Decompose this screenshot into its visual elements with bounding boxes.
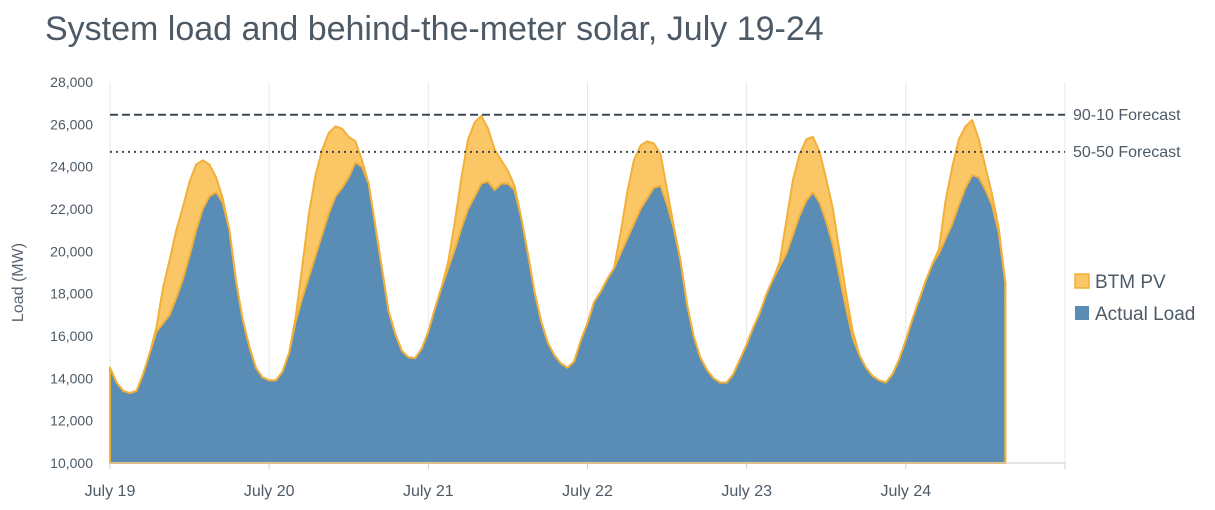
y-tick-label: 16,000: [50, 328, 93, 344]
x-tick-label: July 23: [721, 483, 772, 500]
plot-area: [109, 114, 1007, 464]
y-axis-label: Load (MW): [10, 243, 27, 322]
legend-label-btm-pv: BTM PV: [1095, 272, 1166, 293]
legend-swatch-actual-load: [1075, 306, 1089, 320]
axes: [109, 462, 1066, 469]
legend-label-actual-load: Actual Load: [1095, 304, 1195, 325]
x-tick-label: July 24: [880, 483, 931, 500]
legend: BTM PV Actual Load: [1074, 272, 1195, 325]
y-tick-label: 12,000: [50, 413, 93, 429]
x-tick-label: July 22: [562, 483, 613, 500]
series-actual-load-area: [109, 161, 1007, 464]
y-tick-label: 10,000: [50, 455, 93, 471]
y-tick-label: 14,000: [50, 370, 93, 386]
x-tick-label: July 21: [403, 483, 454, 500]
chart-title: System load and behind-the-meter solar, …: [45, 10, 824, 48]
x-axis-ticks: July 19 July 20 July 21 July 22 July 23 July …: [85, 483, 932, 500]
y-tick-label: 28,000: [50, 74, 93, 90]
reference-line-label: 90-10 Forecast: [1073, 107, 1181, 124]
legend-swatch-btm-pv: [1074, 273, 1090, 289]
y-tick-label: 20,000: [50, 243, 93, 259]
x-tick-label: July 20: [244, 483, 295, 500]
y-tick-label: 26,000: [50, 116, 93, 132]
x-tick-label: July 19: [85, 483, 136, 500]
y-tick-label: 18,000: [50, 286, 93, 302]
y-tick-label: 22,000: [50, 201, 93, 217]
y-axis-ticks: 10,000 12,000 14,000 16,000 18,000 20,000 22,0…: [50, 74, 93, 471]
reference-line-label: 50-50 Forecast: [1073, 144, 1181, 161]
reference-lines: 90-10 Forecast 50-50 Forecast: [110, 107, 1181, 161]
y-tick-label: 24,000: [50, 159, 93, 175]
